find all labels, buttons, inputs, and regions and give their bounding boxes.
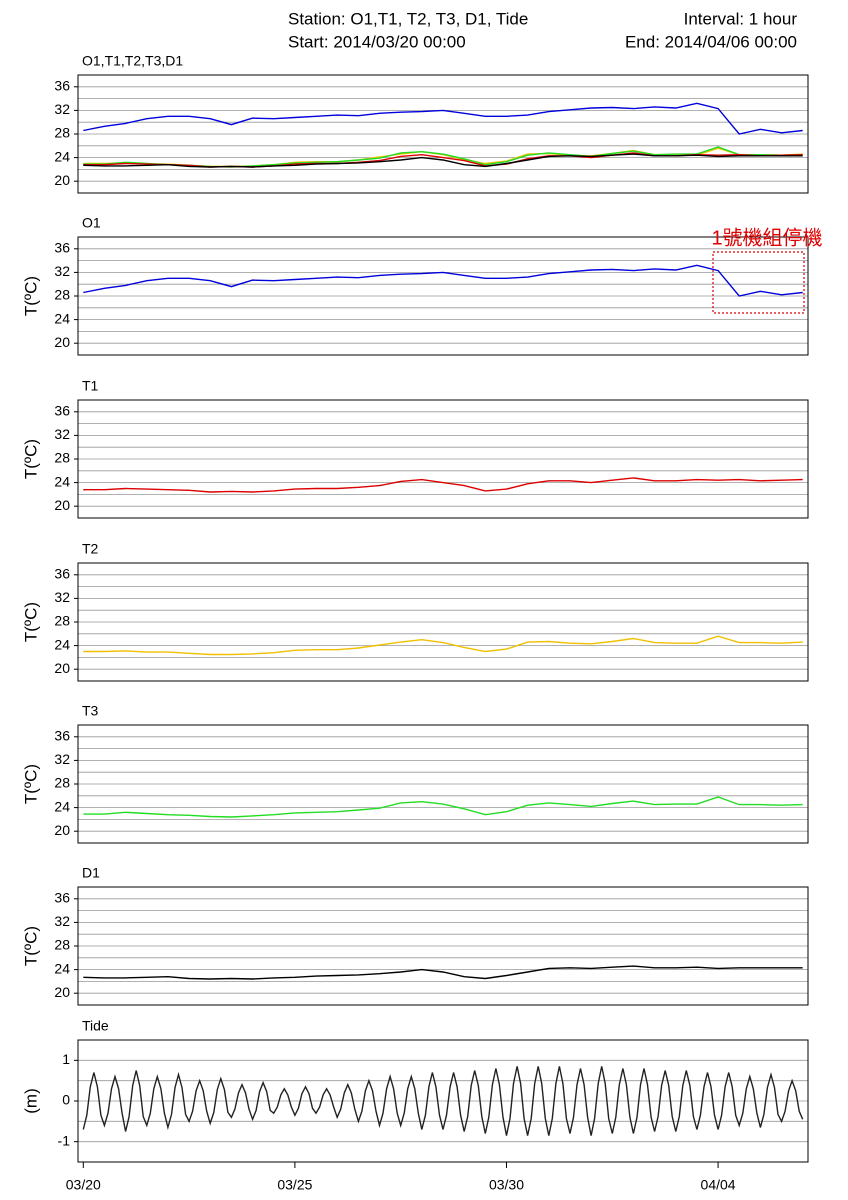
annotation: 1號機組停機	[711, 226, 822, 249]
data-line	[83, 965, 803, 980]
y-tick-label: 24	[54, 148, 70, 164]
y-tick-label: 28	[54, 775, 70, 791]
y-tick-label: 28	[54, 613, 70, 629]
x-tick-label: 03/20	[66, 1177, 101, 1193]
y-axis-label: T(ºC)	[21, 926, 40, 966]
y-tick-label: 20	[54, 497, 70, 513]
plot-frame	[77, 562, 809, 682]
y-tick-label: 24	[54, 636, 70, 652]
y-tick-label: 24	[54, 310, 70, 326]
y-tick-label: 36	[54, 78, 70, 94]
plot-frame	[77, 886, 809, 1006]
y-tick-label: 1	[62, 1051, 70, 1067]
panel-title: O1	[82, 215, 101, 231]
y-axis-label: T(ºC)	[21, 439, 40, 479]
y-axis-label: T(ºC)	[21, 764, 40, 804]
y-tick-label: 24	[54, 473, 70, 489]
data-line	[83, 102, 803, 135]
x-tick-label: 03/30	[489, 1177, 524, 1193]
annotation-box	[712, 251, 805, 314]
y-tick-label: 20	[54, 172, 70, 188]
data-line	[83, 153, 803, 168]
y-tick-label: 32	[54, 426, 70, 442]
interval: Interval: 1 hour	[684, 9, 798, 28]
y-tick-label: 28	[54, 287, 70, 303]
plot-frame	[77, 399, 809, 519]
y-tick-label: 32	[54, 913, 70, 929]
y-tick-label: 32	[54, 589, 70, 605]
y-tick-label: 32	[54, 751, 70, 767]
station: Station: O1,T1, T2, T3, D1, Tide	[288, 9, 528, 28]
data-line	[83, 635, 803, 656]
y-tick-label: 36	[54, 890, 70, 906]
end: End: 2014/04/06 00:00	[625, 32, 797, 51]
panel-title: Tide	[82, 1018, 109, 1034]
y-tick-label: 32	[54, 101, 70, 117]
y-tick-label: 36	[54, 728, 70, 744]
y-tick-label: 32	[54, 263, 70, 279]
panel-title: T1	[82, 378, 99, 394]
y-tick-label: -1	[58, 1132, 71, 1148]
y-tick-label: 20	[54, 334, 70, 350]
y-tick-label: 24	[54, 798, 70, 814]
panel-title: O1,T1,T2,T3,D1	[82, 53, 183, 69]
data-line	[82, 1066, 804, 1136]
panel-title: T3	[82, 703, 99, 719]
plot-frame	[77, 1039, 809, 1163]
y-tick-label: 36	[54, 240, 70, 256]
y-tick-label: 0	[62, 1092, 70, 1108]
x-tick-label: 03/25	[277, 1177, 312, 1193]
y-tick-label: 36	[54, 566, 70, 582]
plot-frame	[77, 236, 809, 356]
data-line	[83, 796, 803, 818]
y-tick-label: 28	[54, 125, 70, 141]
y-tick-label: 36	[54, 403, 70, 419]
y-tick-label: 20	[54, 984, 70, 1000]
y-axis-label: (m)	[21, 1088, 40, 1113]
y-tick-label: 20	[54, 660, 70, 676]
data-line	[83, 264, 803, 297]
plot-frame	[77, 724, 809, 844]
panel-title: T2	[82, 541, 99, 557]
panel-title: D1	[82, 865, 100, 881]
y-tick-label: 28	[54, 450, 70, 466]
y-axis-label: T(ºC)	[21, 276, 40, 316]
data-line	[83, 477, 803, 493]
x-tick-label: 04/04	[701, 1177, 736, 1193]
start: Start: 2014/03/20 00:00	[288, 32, 466, 51]
y-tick-label: 28	[54, 937, 70, 953]
y-tick-label: 20	[54, 822, 70, 838]
plot-frame	[77, 74, 809, 194]
y-tick-label: 24	[54, 960, 70, 976]
y-axis-label: T(ºC)	[21, 602, 40, 642]
